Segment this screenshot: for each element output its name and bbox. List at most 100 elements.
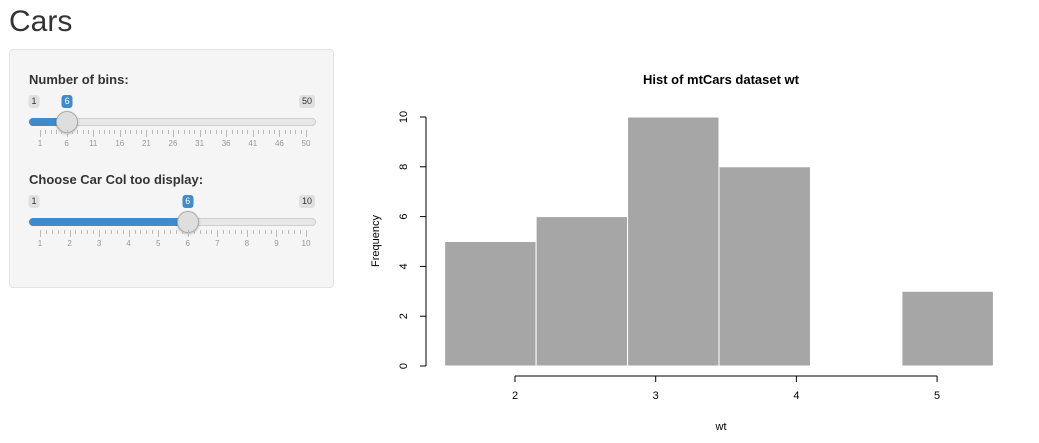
bins-slider-tick	[98, 130, 100, 134]
column-slider-tick-label: 5	[155, 239, 161, 248]
bins-slider-tick	[93, 130, 95, 137]
bins-slider-tick	[284, 130, 286, 134]
bins-slider-tick	[204, 130, 206, 134]
column-slider-tick	[93, 230, 95, 234]
column-slider-tick	[105, 230, 107, 234]
bins-slider-tick-label: 31	[195, 139, 205, 148]
bins-slider-tick-label: 41	[248, 139, 258, 148]
bins-slider-tick-label: 6	[64, 139, 69, 148]
bins-slider-tick	[226, 130, 228, 137]
bins-slider-tick	[173, 130, 174, 137]
column-slider-tick-label: 7	[215, 239, 220, 248]
y-tick-label: 8	[398, 164, 410, 170]
bins-slider-tick-label: 16	[115, 139, 125, 148]
bins-slider-tick	[215, 130, 217, 134]
column-slider-tick-label: 2	[67, 239, 72, 248]
column-slider-tick	[264, 230, 266, 234]
bins-slider-tick-label: 46	[274, 139, 284, 148]
bins-slider-tick	[220, 130, 222, 134]
x-axis-label: wt	[715, 421, 727, 433]
bins-slider-tick	[242, 130, 244, 134]
histogram-bar	[627, 116, 720, 367]
bins-slider-tick	[55, 130, 57, 134]
column-slider-tick	[128, 230, 130, 237]
sidebar-panel: Number of bins: 1 50 6 1 6 11 16 21 26 31 36 41 4…	[9, 49, 334, 288]
bins-slider-tick	[162, 130, 164, 134]
column-slider-tick	[164, 230, 166, 234]
column-slider-tick-label: 4	[126, 239, 131, 248]
bins-slider-tick	[274, 130, 276, 134]
bins-slider-tick	[258, 130, 260, 134]
column-slider-fill	[29, 218, 188, 226]
column-slider-tick	[152, 230, 154, 234]
column-slider-tick	[229, 230, 231, 234]
column-slider-tick	[57, 230, 59, 234]
bins-slider-tick	[45, 130, 47, 134]
y-tick-label: 10	[398, 111, 410, 123]
bins-max-badge: 50	[298, 95, 316, 108]
column-slider-tick	[75, 230, 77, 234]
column-slider-tick	[81, 230, 83, 234]
column-slider-tick	[300, 230, 302, 234]
bins-slider-tick	[40, 130, 41, 137]
bins-slider-tick-label: 26	[168, 139, 178, 148]
column-slider-tick	[235, 230, 237, 234]
column-slider-tick	[282, 230, 284, 234]
bins-slider-tick	[125, 130, 127, 134]
column-slider-tick	[205, 230, 207, 234]
histogram-bar	[718, 166, 811, 367]
column-min-badge: 1	[28, 195, 40, 208]
bins-slider-tick	[114, 130, 116, 134]
bins-slider-tick	[290, 130, 292, 134]
bins-slider-tick	[210, 130, 212, 134]
bins-slider-tick-label: 50	[301, 139, 311, 148]
column-slider-tick	[63, 230, 65, 234]
column-value-badge: 6	[182, 195, 194, 208]
column-slider-tick	[276, 230, 278, 237]
column-slider-tick	[69, 230, 71, 237]
bins-slider-tick	[151, 130, 153, 134]
bins-slider-tick	[188, 130, 190, 134]
bins-slider-tick	[231, 130, 233, 134]
bins-slider-tick	[300, 130, 302, 134]
bins-slider-tick	[61, 130, 63, 134]
column-slider-tick-label: 6	[185, 239, 190, 248]
column-slider-tick	[140, 230, 142, 234]
bins-slider-tick	[66, 130, 68, 137]
bins-slider-tick	[77, 130, 79, 134]
column-slider-tick	[193, 230, 195, 234]
bins-slider-tick-label: 1	[37, 139, 43, 148]
y-axis-label: Frequency	[370, 215, 382, 267]
bins-slider-tick	[119, 130, 121, 137]
bins-slider-tick	[263, 130, 265, 134]
histogram-bar	[444, 241, 537, 367]
y-tick-label: 6	[398, 214, 410, 220]
bins-slider-tick	[50, 130, 52, 134]
column-slider-tick-label: 1	[37, 239, 43, 248]
column-slider-tick	[294, 230, 296, 234]
bins-slider-tick	[306, 130, 307, 137]
column-slider-tick	[288, 230, 290, 234]
column-slider-tick	[40, 230, 41, 237]
bins-slider-tick	[268, 130, 270, 134]
x-tick-label: 4	[793, 390, 799, 402]
column-slider-tick	[258, 230, 260, 234]
column-slider-tick	[99, 230, 101, 237]
x-tick-label: 2	[512, 390, 518, 402]
histogram-bar	[901, 290, 994, 367]
bins-slider-tick-label: 36	[221, 139, 231, 148]
histogram-bar	[535, 216, 629, 367]
column-slider-tick	[217, 230, 219, 237]
bins-slider-tick	[236, 130, 238, 134]
bins-slider-tick	[247, 130, 249, 134]
bins-slider-fill	[29, 118, 68, 126]
bins-slider-tick	[71, 130, 73, 134]
bins-slider-tick	[130, 130, 132, 134]
column-slider-tick	[170, 230, 172, 234]
bins-slider-tick	[194, 130, 196, 134]
chart-title: Hist of mtCars dataset wt	[643, 72, 800, 87]
column-slider-tick	[270, 230, 272, 234]
column-slider-tick	[116, 230, 118, 234]
column-slider-tick	[158, 230, 160, 237]
